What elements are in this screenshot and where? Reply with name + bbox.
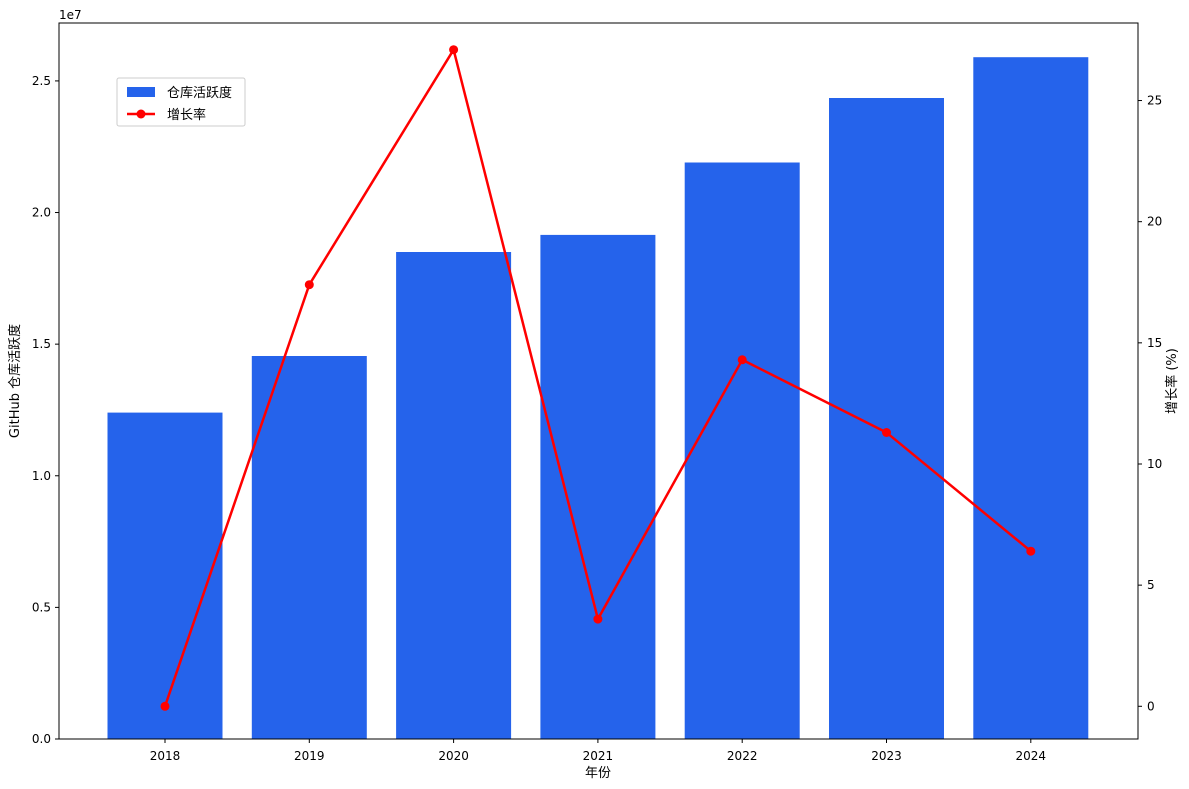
bar-2020 <box>396 252 512 739</box>
y2-tick-label: 0 <box>1147 699 1155 713</box>
y2-tick-label: 10 <box>1147 457 1162 471</box>
growth-rate-point-2021 <box>593 614 603 624</box>
legend: 仓库活跃度 增长率 <box>116 77 246 127</box>
y-tick-label: 1.5 <box>32 337 51 351</box>
y2-axis-label: 增长率 (%) <box>1164 348 1180 414</box>
growth-rate-point-2022 <box>737 355 747 365</box>
x-tick-label: 2021 <box>583 749 614 763</box>
x-tick-label: 2019 <box>294 749 325 763</box>
x-axis-ticks: 2018 2019 2020 2021 2022 2023 2024 <box>150 739 1046 763</box>
y-tick-label: 2.5 <box>32 74 51 88</box>
growth-rate-point-2018 <box>160 701 170 711</box>
y2-tick-label: 20 <box>1147 215 1162 229</box>
x-tick-label: 2018 <box>150 749 181 763</box>
y-tick-label: 0.0 <box>32 732 51 746</box>
x-tick-label: 2023 <box>871 749 902 763</box>
y2-tick-label: 25 <box>1147 94 1162 108</box>
y-tick-label: 2.0 <box>32 206 51 220</box>
bar-2022 <box>684 162 800 739</box>
y2-axis-ticks: 0 5 10 15 20 25 <box>1138 94 1162 713</box>
line-group <box>160 45 1036 711</box>
legend-swatch-bar <box>127 87 155 97</box>
bar-2019 <box>251 356 367 739</box>
y-axis-ticks: 0.0 0.5 1.0 1.5 2.0 2.5 <box>32 74 59 746</box>
bar-2024 <box>973 57 1089 739</box>
y-tick-label: 0.5 <box>32 600 51 614</box>
legend-label-growth: 增长率 <box>167 107 206 123</box>
bars-group <box>107 57 1089 739</box>
x-tick-label: 2022 <box>727 749 758 763</box>
x-axis-label: 年份 <box>585 766 611 781</box>
y2-tick-label: 5 <box>1147 578 1155 592</box>
y-tick-label: 1.0 <box>32 469 51 483</box>
legend-label-activity: 仓库活跃度 <box>167 85 232 101</box>
growth-rate-point-2020 <box>449 45 459 55</box>
growth-rate-point-2024 <box>1026 546 1036 556</box>
bar-2018 <box>107 412 223 739</box>
bar-2023 <box>829 98 944 739</box>
x-tick-label: 2024 <box>1016 749 1047 763</box>
y-axis-label: GitHub 仓库活跃度 <box>7 324 23 438</box>
bar-2021 <box>540 234 656 739</box>
growth-rate-point-2019 <box>304 280 314 290</box>
plot-frame <box>58 22 1139 740</box>
growth-rate-point-2023 <box>882 428 891 437</box>
x-tick-label: 2020 <box>438 749 469 763</box>
y-axis-offset-label: 1e7 <box>59 8 82 22</box>
legend-swatch-marker <box>136 109 146 119</box>
y2-tick-label: 15 <box>1147 336 1162 350</box>
